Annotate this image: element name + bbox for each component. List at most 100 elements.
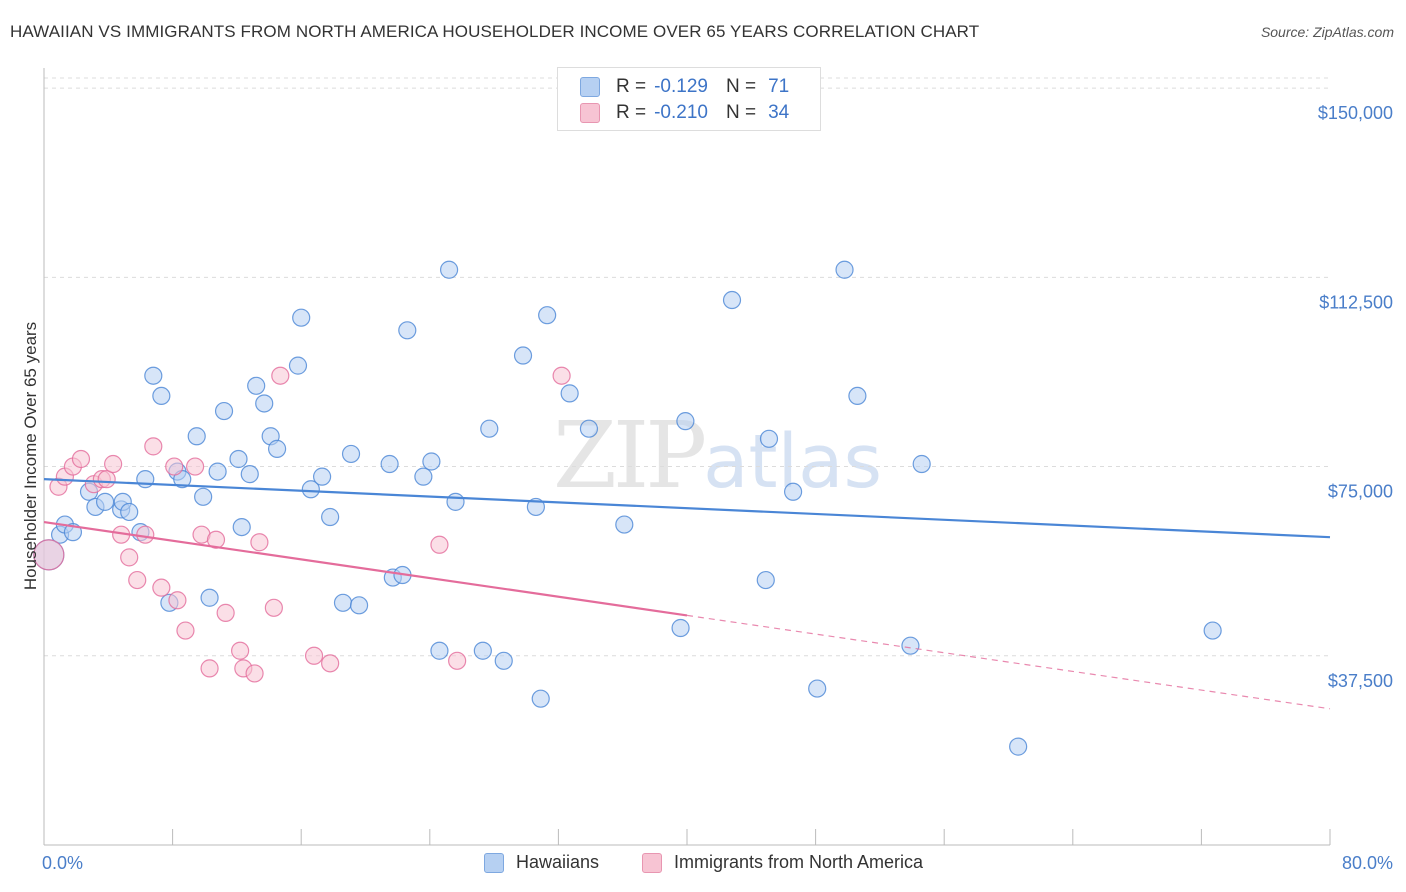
point-hawaiians — [187, 427, 206, 446]
trend-line-hawaiians — [43, 478, 1331, 539]
legend-item-hawaiians[interactable]: Hawaiians — [484, 852, 599, 873]
point-immigrants — [120, 548, 139, 567]
point-hawaiians — [341, 444, 361, 464]
legend-n-value: 34 — [768, 102, 790, 123]
trend-lines — [43, 478, 1331, 710]
point-hawaiians — [214, 401, 234, 421]
point-hawaiians — [120, 502, 139, 522]
point-hawaiians — [446, 492, 465, 511]
legend-item-immigrants[interactable]: Immigrants from North America — [642, 852, 923, 873]
point-hawaiians — [671, 618, 690, 638]
point-hawaiians — [808, 679, 827, 698]
point-hawaiians — [152, 386, 171, 406]
point-hawaiians — [349, 596, 369, 615]
point-immigrants — [176, 621, 195, 640]
legend-n-label: N = — [725, 76, 757, 97]
point-hawaiians — [513, 346, 533, 365]
point-immigrants — [144, 437, 163, 456]
point-immigrants — [71, 449, 91, 469]
point-hawaiians — [208, 462, 227, 481]
point-hawaiians — [422, 452, 441, 471]
point-hawaiians — [579, 419, 599, 438]
point-immigrants — [430, 535, 449, 554]
point-hawaiians — [560, 384, 579, 403]
point-hawaiians — [301, 480, 320, 499]
point-immigrants — [231, 641, 250, 660]
point-immigrants — [168, 591, 187, 610]
point-hawaiians — [194, 487, 213, 506]
point-hawaiians — [292, 308, 311, 327]
legend-r-label: R = — [616, 102, 647, 123]
y-tick-label: $75,000 — [1328, 482, 1393, 502]
point-immigrants — [136, 525, 155, 544]
point-immigrants — [552, 366, 571, 385]
legend-swatch-hawaiians — [484, 852, 504, 873]
series-points — [33, 260, 1222, 756]
point-hawaiians — [722, 290, 742, 310]
point-hawaiians — [480, 419, 499, 438]
y-tick-label: $150,000 — [1318, 103, 1393, 123]
point-hawaiians — [538, 306, 557, 325]
point-hawaiians — [676, 412, 695, 431]
point-immigrants — [264, 598, 283, 617]
legend-r-label: R = — [616, 76, 647, 97]
point-hawaiians — [848, 386, 867, 406]
point-immigrants — [206, 530, 226, 549]
legend-label-immigrants: Immigrants from North America — [674, 852, 924, 872]
point-hawaiians — [321, 507, 340, 527]
trend-line-immigrants — [43, 520, 688, 617]
point-immigrants — [186, 457, 205, 476]
point-hawaiians — [95, 492, 115, 511]
point-hawaiians — [232, 517, 251, 537]
point-hawaiians — [288, 356, 308, 375]
series-legend: Hawaiians Immigrants from North America — [0, 852, 1406, 876]
y-tick-label: $37,500 — [1328, 671, 1393, 691]
point-hawaiians — [333, 593, 353, 612]
legend-r-value: -0.129 — [654, 76, 708, 97]
point-hawaiians — [398, 321, 417, 340]
point-hawaiians — [615, 515, 634, 534]
point-hawaiians — [255, 394, 274, 413]
point-immigrants — [33, 539, 65, 571]
point-hawaiians — [835, 260, 854, 279]
point-immigrants — [304, 646, 324, 665]
source-label: Source: ZipAtlas.com — [1260, 24, 1394, 40]
axes — [43, 68, 1331, 846]
point-immigrants — [200, 659, 219, 678]
point-immigrants — [165, 457, 184, 476]
point-immigrants — [250, 533, 269, 552]
point-hawaiians — [439, 260, 459, 279]
point-hawaiians — [144, 366, 163, 385]
point-hawaiians — [312, 467, 332, 486]
legend-swatch-hawaiians — [580, 77, 600, 97]
point-hawaiians — [473, 641, 492, 660]
legend-label-hawaiians: Hawaiians — [516, 852, 600, 872]
legend-n-value: 71 — [768, 76, 790, 97]
point-hawaiians — [901, 636, 920, 655]
chart-title: HAWAIIAN VS IMMIGRANTS FROM NORTH AMERIC… — [10, 22, 980, 41]
legend-row-hawaiians: R = -0.129 N = 71 — [580, 75, 789, 99]
point-hawaiians — [494, 651, 513, 670]
point-hawaiians — [240, 465, 259, 484]
point-hawaiians — [526, 497, 545, 517]
point-immigrants — [104, 454, 123, 474]
legend-row-immigrants: R = -0.210 N = 34 — [580, 101, 789, 125]
point-hawaiians — [756, 570, 775, 590]
tick-labels: $37,500 $75,000 $112,500 $150,000 0.0% 80.0% — [42, 103, 1393, 873]
point-hawaiians — [414, 467, 433, 486]
point-hawaiians — [229, 449, 248, 469]
point-hawaiians — [430, 641, 449, 660]
x-tick-label-min: 0.0% — [42, 853, 83, 873]
legend-swatch-immigrants — [580, 103, 600, 123]
legend-swatch-immigrants — [642, 852, 662, 873]
y-axis-label: Householder Income Over 65 years — [21, 322, 40, 590]
point-hawaiians — [247, 376, 266, 395]
correlation-legend: R = -0.129 N = 71 R = -0.210 N = 34 — [557, 67, 821, 131]
legend-n-label: N = — [725, 102, 757, 123]
point-immigrants — [245, 664, 264, 683]
point-hawaiians — [759, 429, 779, 448]
point-immigrants — [152, 578, 171, 597]
point-hawaiians — [200, 588, 219, 607]
point-hawaiians — [1009, 737, 1028, 756]
